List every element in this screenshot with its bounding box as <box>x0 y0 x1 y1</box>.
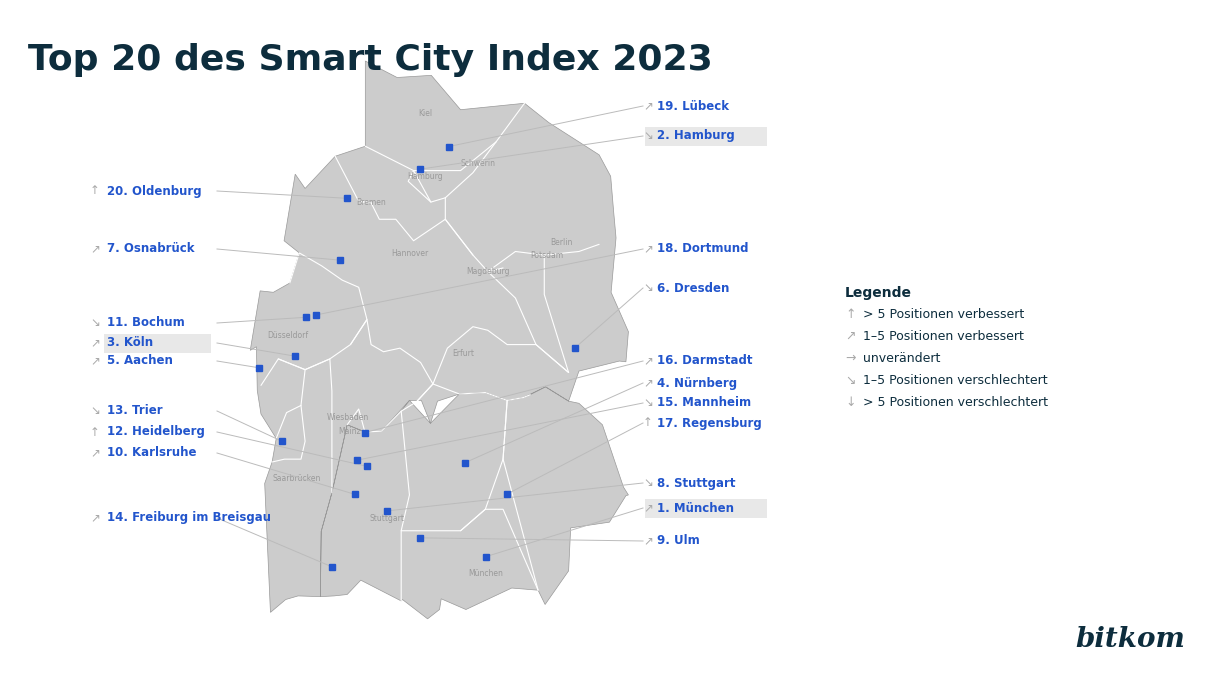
Text: bitkom: bitkom <box>1076 626 1185 653</box>
Text: 1. München: 1. München <box>657 501 734 515</box>
Text: unverändert: unverändert <box>863 352 940 365</box>
Text: ↗: ↗ <box>643 99 653 112</box>
Text: 5. Aachen: 5. Aachen <box>106 355 173 368</box>
Text: 8. Stuttgart: 8. Stuttgart <box>657 477 736 490</box>
Text: 1–5 Positionen verschlechtert: 1–5 Positionen verschlechtert <box>863 374 1048 387</box>
Text: ↗: ↗ <box>90 511 100 524</box>
Text: 6. Dresden: 6. Dresden <box>657 281 730 294</box>
Text: Magdeburg: Magdeburg <box>466 267 509 276</box>
Text: ↓: ↓ <box>845 396 855 409</box>
Text: Saarbrücken: Saarbrücken <box>272 474 321 483</box>
Text: ↗: ↗ <box>643 242 653 255</box>
Text: ↑: ↑ <box>90 426 100 439</box>
Text: ↘: ↘ <box>643 129 653 142</box>
Text: Erfurt: Erfurt <box>453 349 474 358</box>
Text: 13. Trier: 13. Trier <box>106 405 162 417</box>
Text: 3. Köln: 3. Köln <box>106 336 154 349</box>
Text: ↗: ↗ <box>845 330 855 343</box>
Text: Hannover: Hannover <box>391 249 428 258</box>
Text: 12. Heidelberg: 12. Heidelberg <box>106 426 204 439</box>
Text: ↘: ↘ <box>90 405 100 417</box>
Text: 7. Osnabrück: 7. Osnabrück <box>106 242 195 255</box>
Text: Top 20 des Smart City Index 2023: Top 20 des Smart City Index 2023 <box>28 43 713 77</box>
Text: Legende: Legende <box>845 286 912 300</box>
Text: München: München <box>468 569 503 578</box>
Text: ↘: ↘ <box>845 374 855 387</box>
Text: ↑: ↑ <box>90 185 100 197</box>
Text: Potsdam: Potsdam <box>530 251 564 259</box>
Text: Mainz: Mainz <box>338 428 361 437</box>
Text: ↘: ↘ <box>643 396 653 409</box>
Text: 16. Darmstadt: 16. Darmstadt <box>657 355 753 368</box>
Polygon shape <box>250 61 628 619</box>
Text: Stuttgart: Stuttgart <box>369 513 404 522</box>
Text: 9. Ulm: 9. Ulm <box>657 535 699 548</box>
Text: ↗: ↗ <box>90 447 100 460</box>
Text: ↑: ↑ <box>643 417 653 430</box>
Text: ↘: ↘ <box>90 317 100 330</box>
Text: 4. Nürnberg: 4. Nürnberg <box>657 377 737 390</box>
Text: ↗: ↗ <box>90 355 100 368</box>
Text: →: → <box>845 352 855 365</box>
Text: ↗: ↗ <box>643 501 653 515</box>
Text: Wiesbaden: Wiesbaden <box>327 413 369 422</box>
FancyBboxPatch shape <box>645 499 767 518</box>
Text: 2. Hamburg: 2. Hamburg <box>657 129 734 142</box>
Text: 20. Oldenburg: 20. Oldenburg <box>106 185 202 197</box>
Text: Schwerin: Schwerin <box>461 159 496 168</box>
Text: Düsseldorf: Düsseldorf <box>267 331 309 340</box>
Text: ↗: ↗ <box>643 377 653 390</box>
Text: Kiel: Kiel <box>419 109 433 118</box>
Text: ↑: ↑ <box>845 308 855 321</box>
Text: ↗: ↗ <box>90 336 100 349</box>
Text: ↗: ↗ <box>643 535 653 548</box>
Text: ↗: ↗ <box>90 242 100 255</box>
Text: > 5 Positionen verbessert: > 5 Positionen verbessert <box>863 308 1024 321</box>
Text: 10. Karlsruhe: 10. Karlsruhe <box>106 447 196 460</box>
Text: 11. Bochum: 11. Bochum <box>106 317 185 330</box>
Text: Hamburg: Hamburg <box>407 172 443 181</box>
Text: ↘: ↘ <box>643 477 653 490</box>
FancyBboxPatch shape <box>104 334 211 353</box>
Text: > 5 Positionen verschlechtert: > 5 Positionen verschlechtert <box>863 396 1048 409</box>
Text: Berlin: Berlin <box>549 238 572 247</box>
Text: 19. Lübeck: 19. Lübeck <box>657 99 728 112</box>
Text: 1–5 Positionen verbessert: 1–5 Positionen verbessert <box>863 330 1024 343</box>
Text: Bremen: Bremen <box>356 198 386 208</box>
FancyBboxPatch shape <box>645 127 767 146</box>
Text: 17. Regensburg: 17. Regensburg <box>657 417 762 430</box>
Text: ↗: ↗ <box>643 355 653 368</box>
Text: ↘: ↘ <box>643 281 653 294</box>
Text: 14. Freiburg im Breisgau: 14. Freiburg im Breisgau <box>106 511 271 524</box>
Text: 18. Dortmund: 18. Dortmund <box>657 242 749 255</box>
Text: 15. Mannheim: 15. Mannheim <box>657 396 751 409</box>
